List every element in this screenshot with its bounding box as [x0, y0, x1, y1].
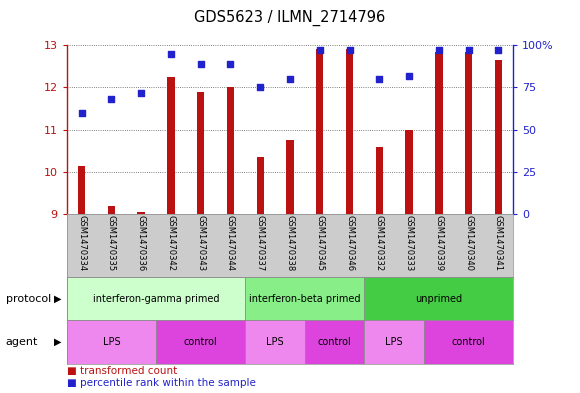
Text: ■ percentile rank within the sample: ■ percentile rank within the sample [67, 378, 256, 388]
Text: GSM1470332: GSM1470332 [375, 215, 384, 272]
Text: GDS5623 / ILMN_2714796: GDS5623 / ILMN_2714796 [194, 9, 386, 26]
Text: interferon-beta primed: interferon-beta primed [249, 294, 361, 304]
Text: control: control [452, 337, 485, 347]
Text: GSM1470337: GSM1470337 [256, 215, 264, 272]
Bar [167, 77, 175, 214]
Point [256, 84, 265, 90]
Point [315, 47, 324, 53]
Bar [108, 206, 115, 214]
Bar [197, 92, 204, 214]
Text: GSM1470333: GSM1470333 [405, 215, 414, 272]
Text: GSM1470344: GSM1470344 [226, 215, 235, 272]
Point [136, 89, 146, 95]
Text: ▶: ▶ [55, 337, 61, 347]
Bar [227, 87, 234, 214]
Point [166, 50, 176, 57]
Text: GSM1470335: GSM1470335 [107, 215, 116, 272]
Bar [67, 277, 245, 320]
Bar [137, 212, 145, 214]
Text: GSM1470341: GSM1470341 [494, 215, 503, 272]
Point [345, 47, 354, 53]
Text: control: control [318, 337, 351, 347]
Text: GSM1470342: GSM1470342 [166, 215, 175, 272]
Bar [435, 51, 443, 214]
Text: protocol: protocol [6, 294, 51, 304]
Point [404, 72, 414, 79]
Bar [245, 277, 364, 320]
Bar [67, 320, 156, 364]
Text: unprimed: unprimed [415, 294, 462, 304]
Text: ▶: ▶ [55, 294, 61, 304]
Bar [305, 320, 364, 364]
Bar [465, 51, 472, 214]
Text: GSM1470336: GSM1470336 [137, 215, 146, 272]
Text: GSM1470339: GSM1470339 [434, 215, 443, 272]
Bar [376, 147, 383, 214]
Bar [256, 157, 264, 214]
Bar [364, 320, 424, 364]
Point [464, 47, 473, 53]
Bar [364, 277, 513, 320]
Text: ■ transformed count: ■ transformed count [67, 366, 177, 376]
Bar [405, 130, 413, 214]
Bar [245, 320, 305, 364]
Point [285, 76, 295, 82]
Text: GSM1470343: GSM1470343 [196, 215, 205, 272]
Bar [424, 320, 513, 364]
Text: GSM1470338: GSM1470338 [285, 215, 295, 272]
Text: control: control [184, 337, 218, 347]
Text: GSM1470345: GSM1470345 [316, 215, 324, 272]
Text: LPS: LPS [266, 337, 284, 347]
Text: agent: agent [6, 337, 38, 347]
Bar [346, 50, 353, 214]
Point [77, 110, 86, 116]
Bar [78, 165, 85, 214]
Point [375, 76, 384, 82]
Text: GSM1470346: GSM1470346 [345, 215, 354, 272]
Text: LPS: LPS [103, 337, 120, 347]
Point [107, 96, 116, 103]
Point [434, 47, 444, 53]
Text: interferon-gamma primed: interferon-gamma primed [93, 294, 219, 304]
Text: LPS: LPS [385, 337, 403, 347]
Text: GSM1470334: GSM1470334 [77, 215, 86, 272]
Point [494, 47, 503, 53]
Point [226, 61, 235, 67]
Bar [156, 320, 245, 364]
Point [196, 61, 205, 67]
Bar [316, 50, 324, 214]
Bar [495, 60, 502, 214]
Text: GSM1470340: GSM1470340 [464, 215, 473, 272]
Bar [287, 140, 293, 214]
